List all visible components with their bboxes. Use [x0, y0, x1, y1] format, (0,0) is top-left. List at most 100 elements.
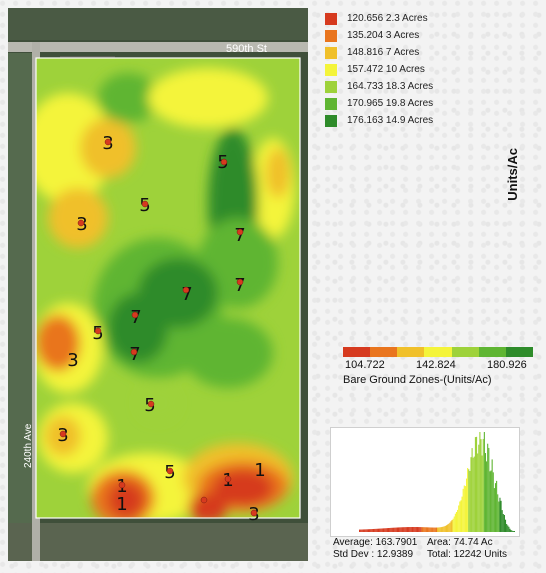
histogram-bar [482, 438, 484, 532]
histogram-chart [359, 432, 515, 532]
legend-label: 120.656 2.3 Acres [347, 13, 428, 24]
legend-label: 148.816 7 Acres [347, 47, 420, 58]
south-farmland [8, 523, 308, 561]
histogram-bar [376, 528, 378, 532]
sample-point [200, 496, 208, 504]
histogram-bar [498, 501, 500, 532]
histogram-bar [435, 527, 437, 532]
histogram-bar [392, 527, 394, 532]
histogram-bar [412, 527, 414, 532]
histogram-bar [362, 529, 364, 532]
histogram-bar [364, 529, 366, 532]
histogram-bar [405, 527, 407, 532]
histogram-bar [389, 527, 391, 532]
histogram-bar [489, 471, 491, 532]
histogram-bar [460, 500, 462, 532]
scale-min-label: 104.722 [345, 359, 385, 371]
histogram-bar [380, 528, 382, 532]
histogram-bar [359, 529, 361, 532]
zone-label: 7 [181, 284, 192, 305]
histogram-bar [396, 527, 398, 532]
histogram-bar [474, 437, 476, 532]
histogram-bar [414, 527, 416, 532]
sample-point [59, 430, 67, 438]
histogram-bar [497, 494, 499, 532]
sample-point [166, 467, 174, 475]
yield-zone-map[interactable]: 590th St 240th Ave [8, 8, 308, 561]
zone-label: 1 [116, 494, 127, 515]
north-farmland [8, 8, 308, 40]
legend-label: 176.163 14.9 Acres [347, 115, 434, 126]
scale-segment [343, 347, 371, 357]
histogram-bar [424, 527, 426, 532]
histogram-bar [484, 453, 487, 532]
histogram-bar [473, 456, 475, 532]
histogram-bar [452, 518, 454, 532]
histogram-bar [464, 486, 466, 532]
histogram-bar [463, 485, 465, 532]
histogram-bar [509, 528, 511, 532]
histogram-bar [402, 527, 404, 532]
west-farmland [8, 53, 32, 523]
scale-title: Bare Ground Zones-(Units/Ac) [343, 374, 492, 386]
histogram-bar [477, 453, 479, 532]
scale-segment [478, 347, 506, 357]
histogram-bar [383, 528, 385, 532]
histogram-bar [387, 528, 390, 532]
zone-label: 1 [254, 460, 265, 481]
histogram-bar [442, 526, 444, 532]
histogram-bar [471, 448, 473, 532]
road-west-label: 240th Ave [23, 423, 34, 468]
histogram-bar [437, 527, 439, 532]
histogram-bar [408, 527, 410, 532]
histogram-bar [361, 529, 363, 532]
legend-label: 135.204 3 Acres [347, 30, 420, 41]
histogram-bar [363, 529, 365, 532]
histogram-bar [441, 526, 443, 532]
histogram-bar [395, 527, 397, 532]
histogram-bar [430, 527, 432, 532]
scale-max-label: 180.926 [487, 359, 527, 371]
histogram-bar [369, 529, 371, 532]
sample-point [118, 481, 126, 489]
histogram-bar [421, 527, 423, 532]
histogram-bar [492, 472, 494, 532]
histogram-bar [439, 527, 441, 532]
histogram-bar [393, 527, 395, 532]
histogram-bar [440, 527, 442, 532]
histogram-bar [462, 488, 464, 532]
histogram-bar [382, 528, 384, 532]
histogram-bar [411, 527, 413, 532]
field-boundary [35, 57, 301, 519]
histogram-bar [491, 459, 493, 532]
sample-point [250, 509, 258, 517]
histogram-bar [448, 523, 450, 532]
histogram-bar [503, 514, 505, 532]
stat-total: Total: 12242 Units [427, 549, 508, 560]
stat-average: Average: 163.7901 [333, 537, 418, 548]
histogram-bar [488, 447, 490, 532]
histogram-bar [479, 432, 481, 532]
sample-point [104, 138, 112, 146]
color-scale-bar [343, 347, 533, 357]
histogram-bar [432, 527, 434, 532]
histogram-bar [418, 527, 420, 532]
histogram-bar [449, 522, 451, 532]
histogram-bar [510, 530, 512, 532]
histogram-bar [508, 526, 510, 532]
zone-label: 7 [234, 225, 245, 246]
histogram-bar [409, 527, 411, 532]
histogram-bar [384, 528, 386, 532]
histogram-bar [403, 527, 405, 532]
histogram-bar [500, 500, 502, 532]
histogram-bar [391, 527, 393, 532]
legend-swatch [325, 47, 337, 59]
legend-swatch [325, 64, 337, 76]
histogram-bar [453, 516, 455, 532]
stat-std-dev: Std Dev : 12.9389 [333, 549, 414, 560]
histogram-bar [370, 529, 372, 532]
histogram-bars [359, 432, 515, 532]
legend-label: 170.965 19.8 Acres [347, 98, 434, 109]
histogram-bar [486, 461, 488, 532]
